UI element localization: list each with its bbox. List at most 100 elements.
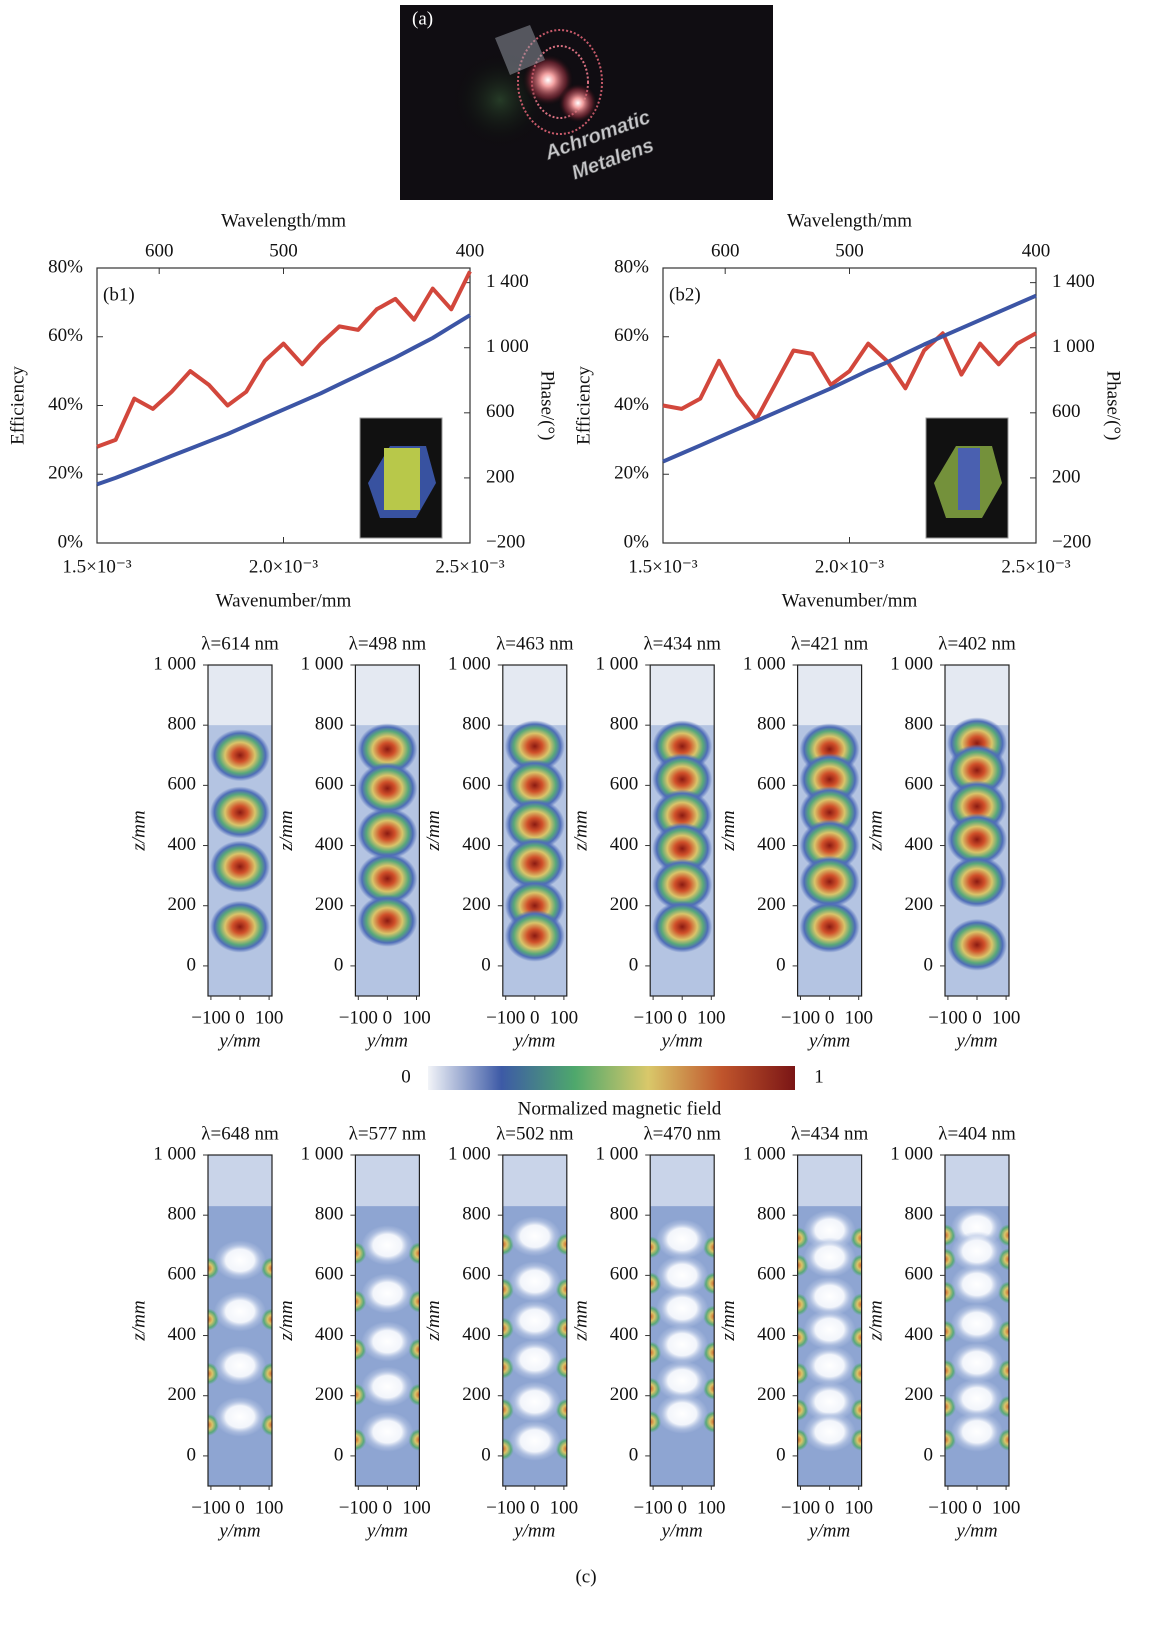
y-tick-label: 1 000 bbox=[595, 653, 638, 674]
field-node bbox=[508, 1216, 561, 1257]
field-node bbox=[803, 1237, 856, 1278]
series-line bbox=[662, 331, 1037, 422]
y2-tick-label: 1 400 bbox=[1052, 271, 1095, 292]
x-axis-label: y/mm bbox=[217, 1030, 260, 1051]
y-axis-label: z/mm bbox=[865, 1300, 886, 1341]
y-axis-label: z/mm bbox=[423, 1300, 444, 1341]
y-tick-label: 20% bbox=[48, 463, 83, 484]
x-axis-label: y/mm bbox=[807, 1030, 850, 1051]
y-tick-label: 200 bbox=[757, 894, 786, 915]
map-title: λ=434 nm bbox=[791, 1123, 869, 1144]
map-title: λ=404 nm bbox=[938, 1123, 1016, 1144]
colorbar-label: Normalized magnetic field bbox=[518, 1098, 722, 1119]
y-tick-label: 600 bbox=[168, 1264, 197, 1285]
metalens bbox=[517, 29, 603, 135]
field-peak bbox=[652, 858, 713, 911]
x-tick-label: 0 bbox=[677, 1007, 687, 1028]
y-tick-label: 200 bbox=[315, 894, 344, 915]
x-tick-label: −100 bbox=[781, 1497, 820, 1518]
field-map bbox=[355, 665, 420, 996]
x-tick-label: 0 bbox=[235, 1497, 245, 1518]
y-tick-label: 0 bbox=[629, 954, 639, 975]
map-title: λ=470 nm bbox=[643, 1123, 721, 1144]
field-node bbox=[803, 1309, 856, 1350]
field-peak bbox=[210, 900, 270, 953]
y-tick-label: 0 bbox=[334, 954, 344, 975]
field-node bbox=[214, 1345, 266, 1386]
y-tick-label: 800 bbox=[315, 714, 344, 735]
field-node bbox=[214, 1396, 266, 1437]
x-tick-label: −100 bbox=[633, 1007, 672, 1028]
y-tick-label: 1 000 bbox=[301, 653, 344, 674]
x-tick-label: −100 bbox=[339, 1497, 378, 1518]
x-tick-label: −100 bbox=[928, 1007, 967, 1028]
x-tick-label: 100 bbox=[992, 1497, 1021, 1518]
series-line bbox=[662, 293, 1037, 464]
series-line bbox=[96, 270, 472, 449]
field-peak bbox=[504, 798, 565, 851]
series-line bbox=[96, 313, 472, 487]
y-tick-label: 600 bbox=[610, 774, 639, 795]
field-node bbox=[508, 1261, 561, 1302]
field-peak bbox=[504, 720, 565, 773]
colorbar-tick-label: 1 bbox=[814, 1066, 824, 1087]
map-title: λ=614 nm bbox=[201, 633, 279, 654]
field-map bbox=[502, 1155, 567, 1486]
y-tick-label: 200 bbox=[462, 894, 491, 915]
x-axis-label: y/mm bbox=[512, 1030, 555, 1051]
y-tick-label: 1 000 bbox=[448, 1143, 491, 1164]
field-peak bbox=[504, 909, 565, 962]
map-title: λ=421 nm bbox=[791, 633, 869, 654]
x-tick-label: 1.5×10⁻³ bbox=[628, 556, 697, 577]
field-map bbox=[797, 665, 862, 996]
y-tick-label: 40% bbox=[614, 394, 649, 415]
field-map bbox=[650, 1155, 715, 1486]
field-peak bbox=[947, 744, 1007, 797]
field-node bbox=[656, 1255, 709, 1296]
field-map bbox=[945, 665, 1009, 996]
x-tick-label: 0 bbox=[972, 1497, 982, 1518]
x-tick-label: 0 bbox=[677, 1497, 687, 1518]
x-tick-label: 100 bbox=[844, 1497, 873, 1518]
y2-tick-label: 1 000 bbox=[486, 336, 529, 357]
field-node bbox=[214, 1291, 266, 1332]
field-peak bbox=[357, 762, 418, 815]
field-map bbox=[208, 665, 272, 996]
map-title: λ=577 nm bbox=[349, 1123, 427, 1144]
y-tick-label: 1 000 bbox=[153, 1143, 196, 1164]
y-tick-label: 600 bbox=[610, 1264, 639, 1285]
field-node bbox=[361, 1273, 414, 1314]
photo-glow bbox=[558, 83, 598, 123]
y-tick-label: 0 bbox=[187, 1444, 197, 1465]
y-tick-label: 200 bbox=[315, 1384, 344, 1405]
y-tick-label: 0 bbox=[481, 954, 491, 975]
x-tick-label: 100 bbox=[550, 1497, 579, 1518]
x-tick-label: 0 bbox=[972, 1007, 982, 1028]
y-tick-label: 200 bbox=[905, 894, 934, 915]
y-axis-label: z/mm bbox=[571, 810, 592, 851]
field-peak bbox=[947, 918, 1007, 971]
y2-tick-label: 200 bbox=[1052, 466, 1081, 487]
x-tick-label: −100 bbox=[486, 1497, 525, 1518]
inset-pillar bbox=[958, 448, 980, 510]
field-node bbox=[803, 1345, 856, 1386]
y-tick-label: 0 bbox=[776, 954, 786, 975]
x-tick-label: 100 bbox=[255, 1007, 284, 1028]
y-tick-label: 400 bbox=[610, 1324, 639, 1345]
field-node bbox=[361, 1321, 414, 1362]
field-node bbox=[803, 1411, 856, 1452]
field-node bbox=[951, 1264, 1003, 1305]
y-tick-label: 0 bbox=[334, 1444, 344, 1465]
y-tick-label: 1 000 bbox=[743, 653, 786, 674]
y-tick-label: 1 000 bbox=[743, 1143, 786, 1164]
y-tick-label: 400 bbox=[315, 834, 344, 855]
field-peak bbox=[357, 807, 418, 860]
y-tick-label: 0 bbox=[481, 1444, 491, 1465]
field-node bbox=[361, 1366, 414, 1407]
y-tick-label: 20% bbox=[614, 463, 649, 484]
x-axis-label: y/mm bbox=[365, 1030, 408, 1051]
x-axis-label: y/mm bbox=[954, 1030, 997, 1051]
x-tick-label: 0 bbox=[530, 1497, 540, 1518]
y-tick-label: 0 bbox=[629, 1444, 639, 1465]
y-tick-label: 0% bbox=[58, 531, 84, 552]
